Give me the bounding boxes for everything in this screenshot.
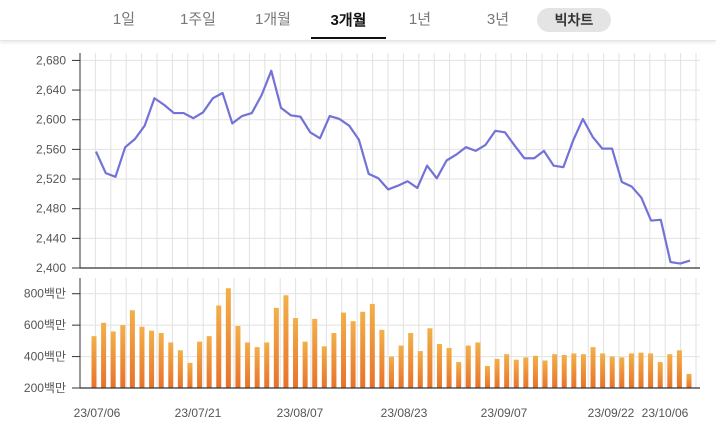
volume-bar bbox=[187, 362, 193, 388]
volume-bar bbox=[552, 354, 558, 388]
volume-bar bbox=[657, 362, 663, 388]
volume-bar bbox=[619, 357, 625, 388]
volume-bar bbox=[590, 347, 596, 388]
volume-bar bbox=[398, 345, 404, 388]
volume-bar bbox=[350, 321, 356, 388]
volume-bar bbox=[513, 359, 519, 388]
volume-bar bbox=[235, 325, 241, 388]
volume-bar bbox=[331, 333, 337, 388]
volume-bar bbox=[379, 329, 385, 388]
volume-bar bbox=[312, 318, 318, 388]
volume-bar bbox=[532, 355, 538, 388]
volume-bar bbox=[120, 325, 126, 388]
x-tick-label: 23/08/23 bbox=[381, 406, 428, 420]
volume-bar bbox=[542, 360, 548, 388]
volume-bar bbox=[168, 342, 174, 388]
volume-bar bbox=[600, 353, 606, 388]
volume-bar bbox=[139, 326, 145, 388]
volume-bar bbox=[427, 328, 433, 388]
volume-bar bbox=[609, 356, 615, 388]
volume-bar bbox=[206, 336, 212, 388]
volume-bar bbox=[648, 353, 654, 388]
stock-chart: 2,400 2,440 2,480 2,520 2,560 2,600 2,640 2,680… bbox=[0, 40, 716, 441]
volume-bar bbox=[484, 366, 490, 388]
volume-bar bbox=[523, 357, 529, 388]
x-tick-label: 23/08/07 bbox=[277, 406, 324, 420]
volume-bar bbox=[149, 330, 155, 388]
y-tick-label-volume: 800백만 bbox=[24, 287, 66, 301]
tab-6[interactable]: 빅차트 bbox=[537, 8, 611, 32]
y-tick-label-price: 2,560 bbox=[36, 142, 66, 156]
volume-bar bbox=[389, 356, 394, 388]
tab-3[interactable]: 3개월 bbox=[311, 8, 386, 39]
volume-bar bbox=[254, 347, 260, 388]
volume-bar bbox=[446, 347, 452, 388]
volume-bar bbox=[129, 310, 135, 388]
y-tick-label-volume: 600백만 bbox=[24, 318, 66, 332]
y-tick-label-price: 2,640 bbox=[36, 83, 66, 97]
volume-bar bbox=[571, 353, 577, 388]
volume-bar bbox=[465, 345, 471, 388]
volume-bar bbox=[676, 350, 682, 388]
x-tick-label: 23/07/06 bbox=[74, 406, 121, 420]
x-tick-label: 23/10/06 bbox=[642, 406, 689, 420]
tab-5[interactable]: 3년 bbox=[486, 11, 510, 28]
volume-bar bbox=[494, 358, 500, 388]
volume-bar bbox=[475, 342, 481, 388]
y-tick-label-price: 2,600 bbox=[36, 113, 66, 127]
volume-bar bbox=[177, 350, 183, 388]
tab-4[interactable]: 1년 bbox=[408, 11, 432, 28]
tab-1[interactable]: 1주일 bbox=[180, 11, 216, 28]
volume-bar bbox=[369, 303, 375, 388]
tab-0[interactable]: 1일 bbox=[112, 11, 136, 28]
tab-2[interactable]: 1개월 bbox=[255, 11, 291, 28]
volume-bar bbox=[101, 322, 107, 388]
volume-bar bbox=[321, 346, 327, 388]
volume-bar bbox=[360, 311, 366, 388]
volume-bar bbox=[628, 353, 634, 388]
y-tick-label-price: 2,520 bbox=[36, 172, 66, 186]
volume-bar bbox=[264, 342, 270, 388]
chart-svg: 2,400 2,440 2,480 2,520 2,560 2,600 2,640 2,680… bbox=[24, 53, 700, 420]
volume-bar bbox=[216, 305, 222, 388]
volume-bar bbox=[341, 312, 347, 388]
volume-bar bbox=[91, 336, 97, 388]
volume-bar bbox=[283, 295, 289, 388]
volume-bar bbox=[504, 354, 510, 388]
volume-bar bbox=[302, 341, 308, 388]
y-tick-label-price: 2,680 bbox=[36, 53, 66, 67]
x-tick-label: 23/09/07 bbox=[481, 406, 528, 420]
volume-bar bbox=[686, 373, 692, 388]
x-tick-label: 23/07/21 bbox=[175, 406, 222, 420]
volume-bar bbox=[110, 331, 116, 388]
volume-bar bbox=[580, 354, 586, 388]
volume-bar bbox=[417, 351, 423, 388]
volume-bar bbox=[225, 288, 231, 388]
y-tick-label-volume: 400백만 bbox=[24, 350, 66, 364]
volume-bar bbox=[158, 333, 164, 388]
volume-bar bbox=[273, 307, 279, 388]
y-tick-label-price: 2,440 bbox=[36, 231, 66, 245]
volume-bar bbox=[245, 342, 251, 388]
period-tab-bar: 1일 1주일 1개월 3개월 1년 3년 빅차트 bbox=[0, 0, 716, 41]
y-tick-label-price: 2,480 bbox=[36, 202, 66, 216]
price-line bbox=[94, 69, 691, 265]
volume-bar bbox=[436, 344, 442, 388]
y-tick-label-volume: 200백만 bbox=[24, 381, 66, 395]
x-tick-label: 23/09/22 bbox=[588, 406, 635, 420]
y-tick-label-price: 2,400 bbox=[36, 261, 66, 275]
volume-bar bbox=[638, 352, 644, 388]
volume-bar bbox=[456, 362, 462, 388]
volume-bar bbox=[408, 333, 414, 388]
volume-bar bbox=[197, 341, 203, 388]
volume-bar bbox=[561, 355, 567, 388]
volume-bar bbox=[293, 318, 299, 388]
volume-bar bbox=[667, 354, 673, 388]
